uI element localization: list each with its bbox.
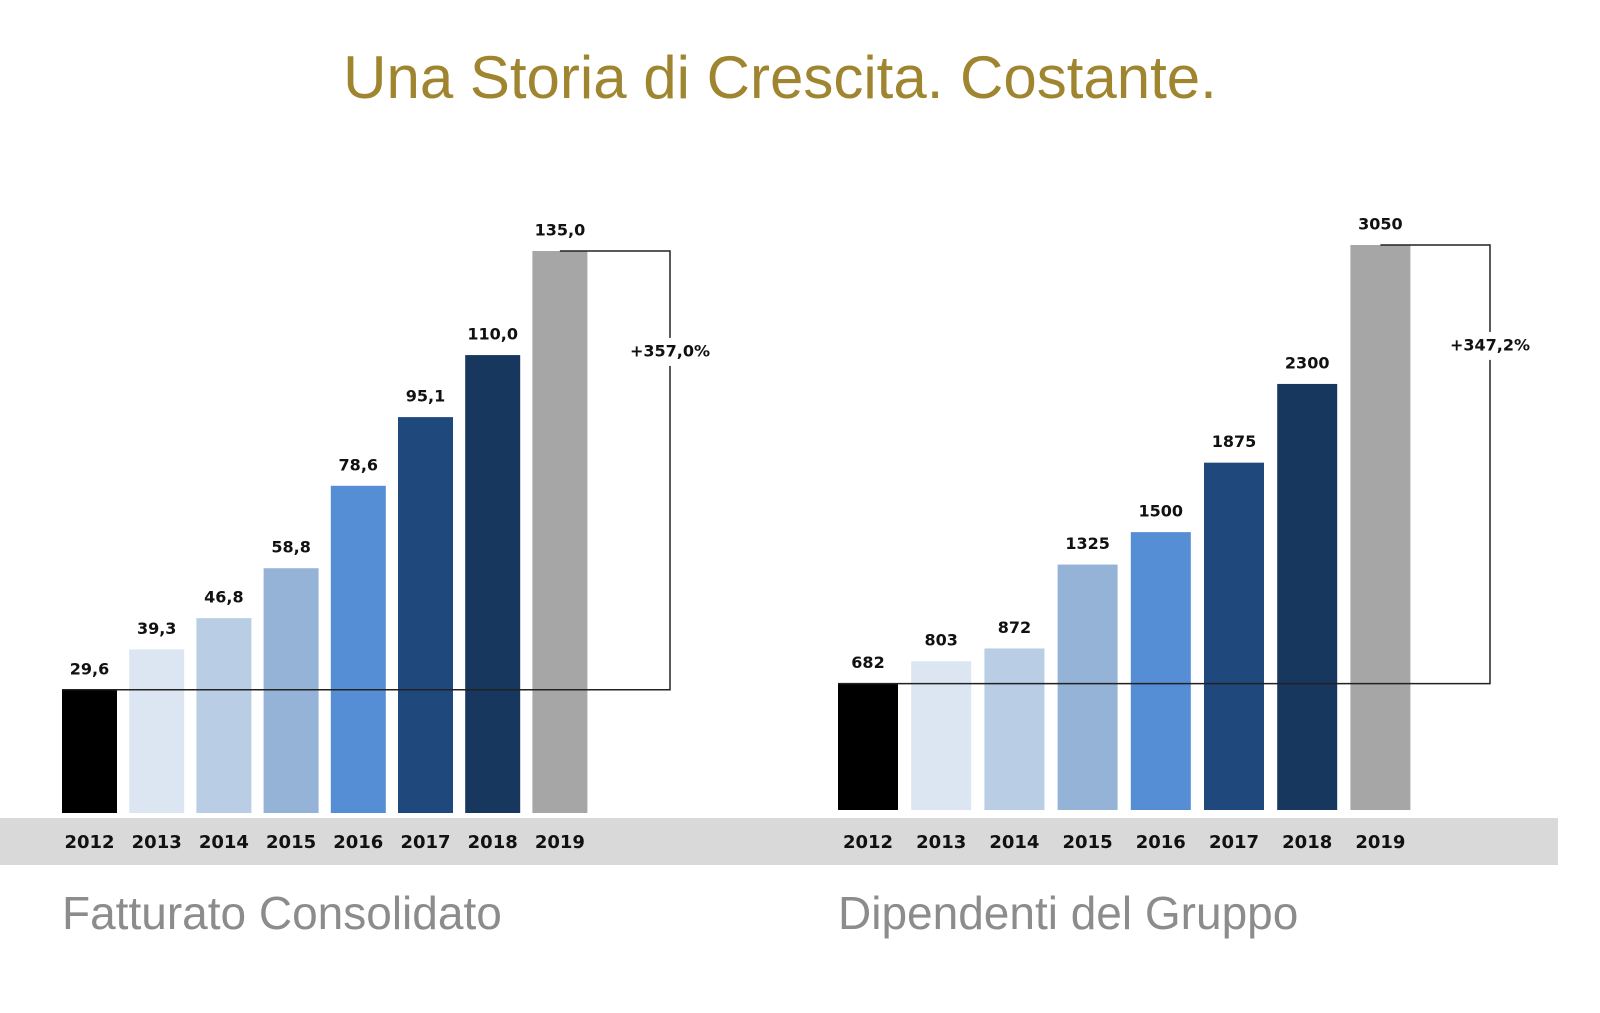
x-tick-label: 2019: [1355, 832, 1405, 853]
x-tick-label: 2018: [1282, 832, 1332, 853]
annotation-bg: [1450, 331, 1530, 360]
value-label: 46,8: [204, 588, 243, 607]
bar: [330, 485, 386, 813]
value-label: 872: [998, 618, 1031, 637]
value-label: 95,1: [406, 387, 445, 406]
x-tick-label: 2018: [468, 832, 518, 853]
value-label: 39,3: [137, 619, 176, 638]
bar: [1204, 462, 1264, 810]
x-tick-label: 2019: [535, 832, 585, 853]
bar: [398, 417, 453, 813]
page-title: Una Storia di Crescita. Costante.: [343, 44, 1217, 111]
chart-title: Dipendenti del Gruppo: [838, 887, 1298, 939]
x-tick-label: 2012: [843, 832, 893, 853]
x-tick-label: 2013: [132, 832, 182, 853]
bar: [196, 618, 252, 813]
value-label: 29,6: [70, 659, 109, 678]
x-tick-label: 2015: [266, 832, 316, 853]
x-tick-label: 2013: [916, 832, 966, 853]
x-tick-label: 2016: [333, 832, 383, 853]
category-band: [0, 818, 1558, 865]
bar: [911, 661, 972, 810]
value-label: 135,0: [535, 221, 586, 240]
annotation: +347,2%: [1450, 335, 1530, 354]
bracket: [62, 250, 671, 691]
x-tick-label: 2015: [1063, 832, 1113, 853]
value-label: 1500: [1139, 502, 1184, 521]
bar: [532, 251, 588, 813]
x-tick-label: 2016: [1136, 832, 1186, 853]
bar: [838, 683, 898, 810]
value-label: 682: [851, 653, 884, 672]
bar: [129, 649, 185, 813]
bar: [465, 355, 521, 813]
chart-title: Fatturato Consolidato: [62, 887, 502, 939]
bar: [1350, 245, 1411, 810]
value-label: 58,8: [271, 538, 310, 557]
annotation-bg: [630, 337, 710, 366]
x-tick-label: 2014: [989, 832, 1039, 853]
bar: [1130, 532, 1191, 810]
value-label: 110,0: [467, 325, 518, 344]
value-label: 2300: [1285, 353, 1330, 372]
value-label: 78,6: [339, 455, 378, 474]
x-tick-label: 2017: [400, 832, 450, 853]
bar: [263, 568, 319, 813]
value-label: 1325: [1065, 534, 1110, 553]
value-label: 1875: [1212, 432, 1257, 451]
value-label: 803: [924, 631, 957, 650]
bar: [984, 648, 1045, 810]
x-tick-label: 2017: [1209, 832, 1259, 853]
bar: [62, 689, 117, 813]
bar: [1277, 383, 1338, 810]
bracket: [838, 244, 1491, 685]
x-tick-label: 2012: [64, 832, 114, 853]
bar: [1057, 564, 1118, 810]
x-tick-label: 2014: [199, 832, 249, 853]
value-label: 3050: [1358, 215, 1403, 234]
annotation: +357,0%: [630, 341, 710, 360]
